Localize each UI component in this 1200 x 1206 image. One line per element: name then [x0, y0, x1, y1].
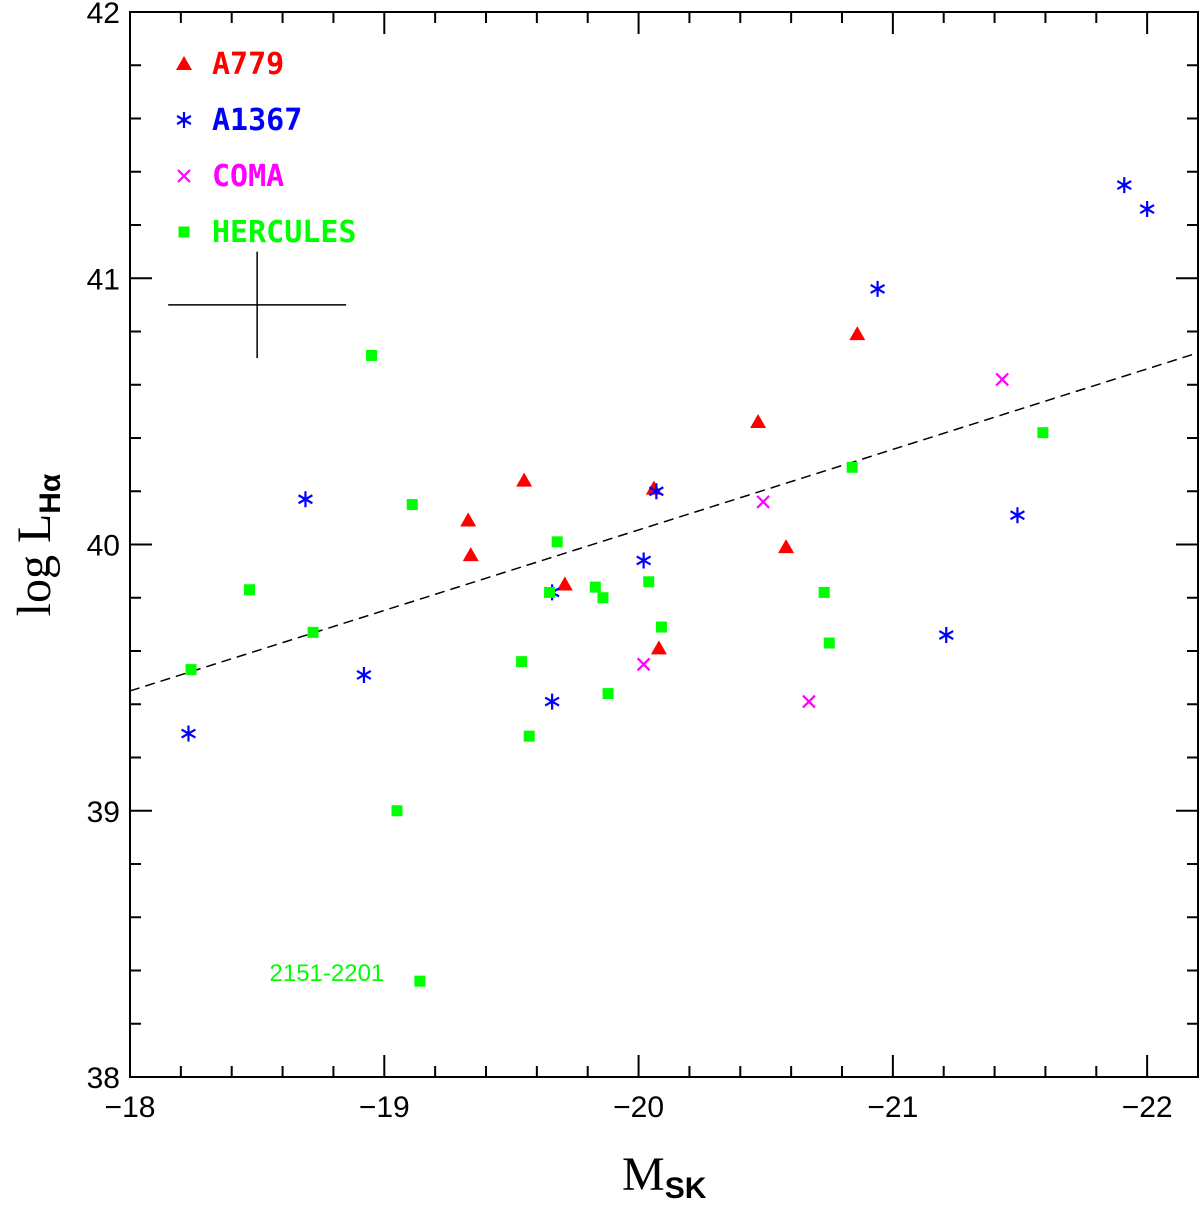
point-hercules [185, 664, 197, 676]
legend-label-a1367: A1367 [212, 103, 302, 138]
axis-ticks [129, 11, 1199, 1078]
point-a1367 [544, 693, 560, 710]
legend-marker-a779 [176, 56, 192, 70]
annotation-label: 2151-2201 [270, 960, 385, 987]
point-hercules [1037, 427, 1049, 439]
legend: A779 A1367 COMA HERCULES [176, 47, 357, 250]
point-hercules [823, 637, 835, 649]
point-hercules [391, 805, 403, 817]
point-coma [756, 495, 770, 509]
point-a779 [849, 326, 866, 341]
data-points [181, 177, 1155, 987]
point-a1367 [1009, 507, 1025, 524]
legend-marker-coma [177, 169, 191, 183]
legend-label-hercules: HERCULES [212, 215, 357, 250]
point-hercules [602, 688, 614, 700]
point-hercules [414, 975, 426, 987]
point-hercules [406, 499, 418, 511]
point-hercules [516, 656, 528, 668]
x-tick-label: −22 [1122, 1091, 1173, 1124]
point-coma [802, 694, 816, 709]
point-a779 [462, 547, 479, 562]
point-a779 [650, 640, 667, 655]
y-tick-label: 40 [87, 530, 120, 563]
y-tick-label: 42 [87, 0, 120, 30]
point-a1367 [938, 627, 954, 644]
point-hercules [551, 536, 563, 548]
point-a1367 [1139, 201, 1155, 218]
point-a1367 [870, 280, 886, 297]
x-tick-label: −21 [867, 1091, 918, 1124]
legend-marker-a1367 [176, 112, 192, 128]
legend-marker-hercules [178, 226, 190, 238]
point-hercules [366, 349, 378, 361]
legend-label-a779: A779 [212, 47, 284, 82]
point-hercules [846, 461, 858, 473]
x-tick-label: −20 [613, 1091, 664, 1124]
fit-line-group [129, 352, 1199, 692]
point-a1367 [636, 552, 652, 569]
point-coma [995, 372, 1009, 387]
point-hercules [307, 626, 319, 638]
axis-tick-labels: −18 −19 −20 −21 −22 38 39 40 41 42 [87, 0, 1173, 1124]
y-axis-title: log LHα [8, 473, 67, 616]
point-a779 [556, 576, 573, 591]
x-tick-label: −19 [359, 1091, 410, 1124]
y-tick-label: 39 [87, 796, 120, 829]
point-hercules [597, 592, 609, 604]
point-a1367 [181, 725, 196, 742]
x-axis-title: MSK [622, 1148, 707, 1205]
legend-label-coma: COMA [212, 159, 284, 194]
point-a1367 [1116, 177, 1132, 194]
y-tick-label: 41 [87, 263, 120, 296]
point-a779 [778, 539, 795, 554]
point-a1367 [356, 666, 372, 683]
y-tick-label: 38 [87, 1062, 120, 1095]
point-hercules [818, 586, 830, 598]
point-hercules [244, 584, 256, 596]
point-a779 [460, 512, 477, 527]
plot-frame [129, 11, 1199, 1078]
point-coma [636, 657, 651, 672]
point-hercules [523, 730, 535, 742]
fit-line [129, 352, 1199, 692]
point-a779 [516, 472, 533, 487]
point-hercules [544, 586, 556, 598]
error-bar-group [168, 251, 347, 359]
point-hercules [643, 576, 655, 588]
point-a1367 [648, 483, 664, 500]
point-hercules [655, 621, 667, 633]
x-tick-label: −18 [105, 1091, 156, 1124]
point-hercules [589, 581, 601, 593]
point-a1367 [297, 491, 313, 508]
point-a779 [750, 414, 767, 429]
annotations: 2151-2201 [270, 960, 385, 987]
